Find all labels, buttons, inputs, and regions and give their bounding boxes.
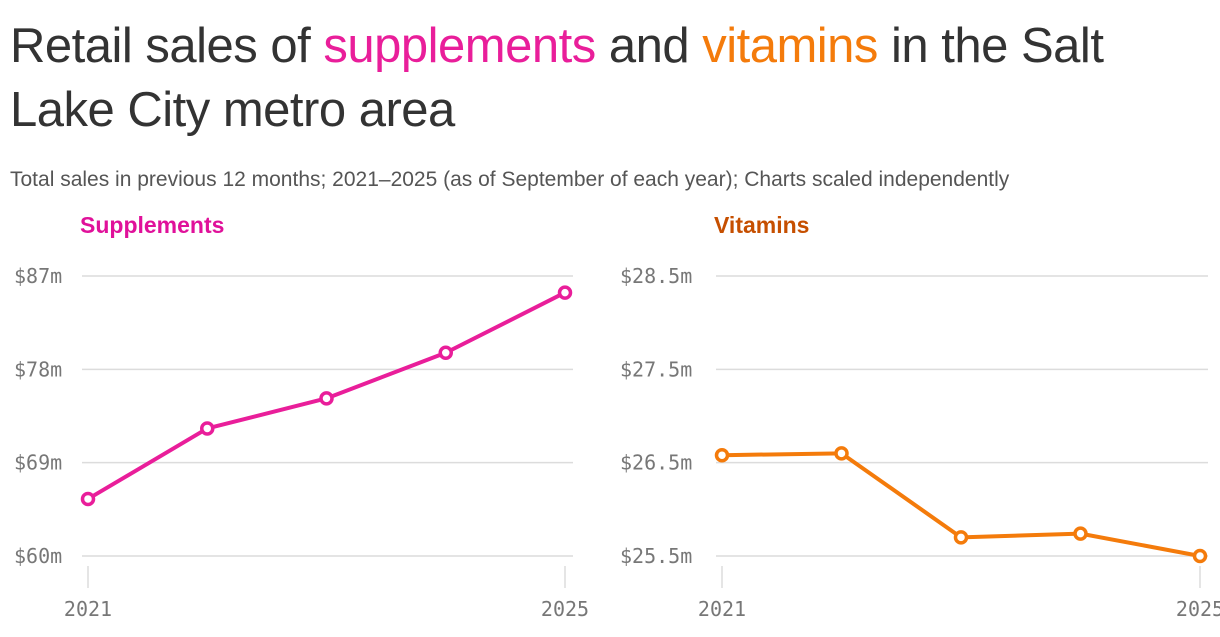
supplements-plot: $60m $69m $78m $87m 2021 2025: [14, 264, 589, 621]
headline-part-1: Retail sales of: [10, 19, 324, 73]
vitamins-x-tick-label: 2021: [698, 597, 746, 621]
chart-subtitle: Total sales in previous 12 months; 2021–…: [10, 168, 1010, 191]
chart-headline: Retail sales of supplements and vitamins…: [10, 14, 1210, 142]
vitamins-chart: Vitamins $25.5m $26.5m $27.5m $28.5m 2021 202…: [600, 210, 1220, 632]
vitamins-data-point: [1073, 526, 1088, 541]
supplements-data-point: [438, 345, 453, 360]
supplements-y-tick-label: $60m: [14, 544, 62, 568]
supplements-x-tick-label: 2021: [64, 597, 112, 621]
headline-part-3: in the Salt Lake City metro area: [10, 19, 1104, 137]
supplements-data-point: [319, 391, 334, 406]
supplements-data-point: [557, 285, 573, 300]
vitamins-data-point: [834, 446, 849, 461]
vitamins-x-tick-label: 2025: [1176, 597, 1220, 621]
supplements-chart: Supplements $60m $69m $78m $87m 2021 2025: [0, 210, 600, 632]
vitamins-plot: $25.5m $26.5m $27.5m $28.5m 2021 2025: [620, 264, 1220, 621]
supplements-y-tick-label: $78m: [14, 357, 62, 381]
headline-supplements: supplements: [323, 19, 596, 73]
headline-vitamins: vitamins: [702, 19, 878, 73]
supplements-data-point: [200, 421, 215, 436]
supplements-y-tick-label: $69m: [14, 451, 62, 475]
vitamins-y-tick-label: $25.5m: [620, 544, 692, 568]
vitamins-chart-title: Vitamins: [714, 212, 810, 238]
supplements-y-tick-label: $87m: [14, 264, 62, 288]
vitamins-y-tick-label: $26.5m: [620, 451, 692, 475]
vitamins-data-point: [953, 530, 969, 545]
supplements-x-tick-label: 2025: [541, 597, 589, 621]
vitamins-y-tick-label: $27.5m: [620, 357, 692, 381]
vitamins-data-point: [714, 447, 730, 463]
vitamins-data-point: [1192, 548, 1208, 564]
supplements-data-point: [80, 491, 96, 507]
supplements-chart-title: Supplements: [80, 212, 225, 238]
headline-part-2: and: [595, 19, 703, 73]
vitamins-y-tick-label: $28.5m: [620, 264, 692, 288]
